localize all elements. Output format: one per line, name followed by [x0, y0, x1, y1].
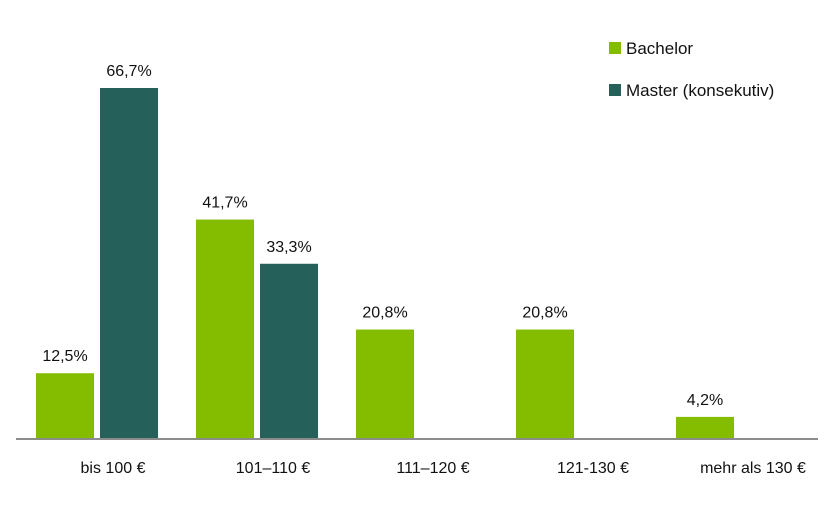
data-label-bachelor-4: 20,8% [522, 305, 567, 322]
bar-bachelor-4 [516, 329, 574, 439]
data-label-bachelor-2: 41,7% [202, 195, 247, 212]
bar-bachelor-3 [356, 329, 414, 439]
bar-bachelor-1 [36, 373, 94, 439]
x-tick-label-5: mehr als 130 € [700, 460, 806, 477]
bar-master-konsekutiv-2 [260, 263, 318, 439]
data-labels-layer: 12,5% 66,7% 41,7% 33,3% 20,8% 20,8% 4,2% [42, 63, 723, 409]
bars-layer [36, 88, 734, 439]
data-label-bachelor-5: 4,2% [687, 392, 723, 409]
x-tick-label-4: 121-130 € [557, 460, 629, 477]
bar-bachelor-5 [676, 416, 734, 439]
legend-label-bachelor: Bachelor [626, 39, 693, 58]
bar-master-konsekutiv-1 [100, 88, 158, 439]
legend-swatch-bachelor [609, 42, 621, 54]
data-label-bachelor-1: 12,5% [42, 348, 87, 365]
data-label-master-konsekutiv-2: 33,3% [266, 239, 311, 256]
data-label-master-konsekutiv-1: 66,7% [106, 63, 151, 80]
x-tick-label-3: 111–120 € [396, 460, 469, 477]
x-tick-labels: bis 100 € 101–110 € 111–120 € 121-130 € mehr… [81, 460, 806, 477]
legend: Bachelor Master (konsekutiv) [609, 39, 774, 100]
bar-bachelor-2 [196, 219, 254, 439]
x-tick-label-2: 101–110 € [236, 460, 311, 477]
legend-label-master-konsekutiv: Master (konsekutiv) [626, 81, 774, 100]
legend-swatch-master-konsekutiv [609, 84, 621, 96]
data-label-bachelor-3: 20,8% [362, 305, 407, 322]
x-tick-label-1: bis 100 € [81, 460, 146, 477]
